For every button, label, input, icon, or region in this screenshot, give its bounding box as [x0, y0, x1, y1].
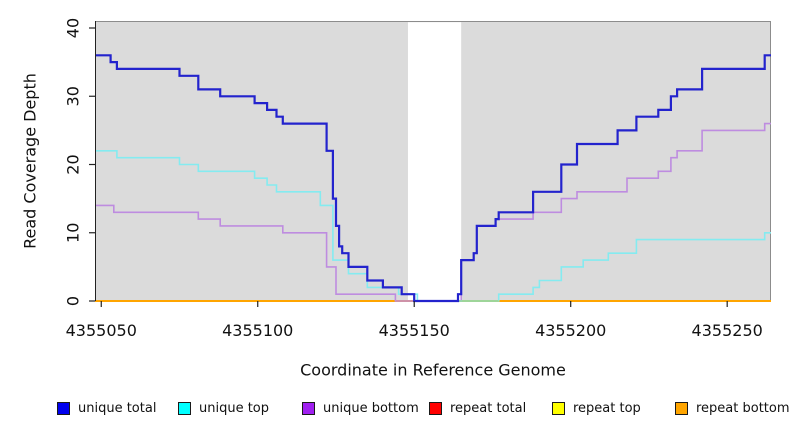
x-tick-label: 4355100	[222, 321, 293, 340]
legend-label: repeat total	[450, 400, 527, 416]
x-tick-label: 4355150	[379, 321, 450, 340]
legend-swatch-icon	[178, 401, 191, 415]
x-tick-label: 4355050	[66, 321, 137, 340]
series-line-unique-total	[95, 54, 771, 303]
legend-item-unique-total: unique total	[57, 400, 156, 416]
legend-item-repeat-total: repeat total	[429, 400, 526, 416]
y-tick-label: 10	[64, 223, 83, 243]
gap-band	[407, 22, 462, 301]
y-axis-title: Read Coverage Depth	[20, 73, 40, 249]
y-tick-label: 0	[64, 296, 83, 306]
legend-item-unique-bottom: unique bottom	[302, 400, 419, 416]
x-tick-label: 4355250	[692, 321, 763, 340]
y-tick-label: 40	[64, 18, 83, 38]
legend-label: unique total	[78, 400, 157, 416]
y-tick-label: 20	[64, 154, 83, 174]
legend-swatch-icon	[57, 401, 70, 415]
y-tick-label: 30	[64, 86, 83, 106]
legend-item-repeat-bottom: repeat bottom	[675, 400, 790, 416]
x-tick-label: 4355200	[535, 321, 606, 340]
x-axis-title: Coordinate in Reference Genome	[300, 360, 566, 380]
legend-swatch-icon	[429, 401, 442, 415]
legend-label: repeat bottom	[696, 400, 790, 416]
legend-swatch-icon	[675, 401, 688, 415]
legend-label: unique top	[199, 400, 270, 416]
legend-swatch-icon	[302, 401, 315, 415]
legend-swatch-icon	[552, 401, 565, 415]
legend-label: repeat top	[573, 400, 641, 416]
legend-label: unique bottom	[323, 400, 419, 416]
legend-item-unique-top: unique top	[178, 400, 269, 416]
legend-item-repeat-top: repeat top	[552, 400, 641, 416]
